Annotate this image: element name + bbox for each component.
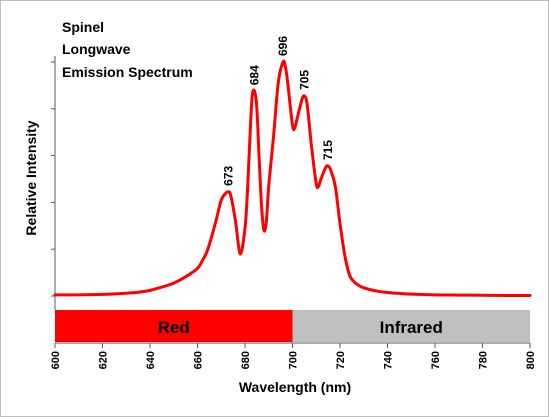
x-axis-label: Wavelength (nm) [239,379,351,395]
x-tick-label-700: 700 [288,351,300,369]
chart-title: Spinel Longwave Emission Spectrum [62,19,193,80]
series-layer [53,59,532,298]
band-label-red: Red [158,318,190,337]
y-axis-label: Relative Intensity [23,120,39,235]
title-line-1: Spinel [62,19,104,35]
peak-label-673: 673 [221,166,235,186]
x-tick-label-780: 780 [478,351,490,369]
peak-label-715: 715 [321,140,335,160]
x-tick-label-740: 740 [383,351,395,369]
spectral-bands: Red Infrared [55,310,530,342]
x-tick-label-600: 600 [50,351,62,369]
x-tick-label-620: 620 [98,351,110,369]
peak-label-684: 684 [248,65,262,85]
band-label-infrared: Infrared [380,318,443,337]
axes: 600 620 640 660 680 700 720 740 760 780 800 [50,56,537,369]
spectrum-line [53,59,532,298]
peak-label-696: 696 [276,36,290,56]
title-line-3: Emission Spectrum [62,64,193,80]
band-red [55,310,293,342]
x-tick-label-640: 640 [145,351,157,369]
x-tick-label-660: 660 [193,351,205,369]
peak-annotations: 673 684 696 705 715 [221,36,335,186]
title-line-2: Longwave [62,41,131,57]
x-tick-label-680: 680 [240,351,252,369]
band-infrared [292,310,530,342]
x-tick-label-800: 800 [525,351,537,369]
x-tick-label-720: 720 [335,351,347,369]
x-tick-label-760: 760 [430,351,442,369]
peak-label-705: 705 [297,70,311,90]
